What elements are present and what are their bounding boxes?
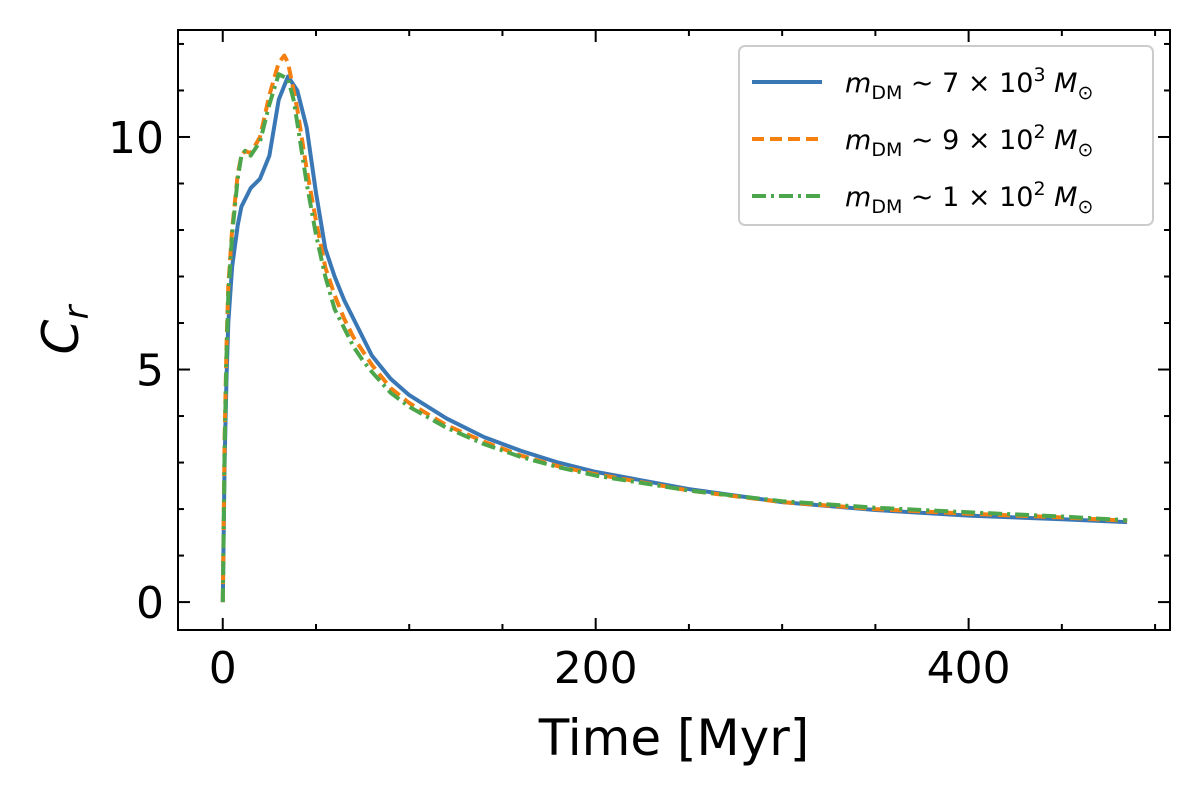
y-axis-label: Cr	[32, 304, 97, 355]
legend-label-3: mDM ~ 1 × 102 M⊙	[845, 178, 1093, 218]
series-line-3	[220, 72, 1128, 603]
x-tick-label: 0	[209, 643, 237, 694]
x-tick-label: 400	[927, 643, 1011, 694]
series-line-2	[220, 53, 1128, 603]
plot-frame	[177, 29, 1171, 631]
legend-label-2: mDM ~ 9 × 102 M⊙	[845, 121, 1093, 161]
y-tick-label: 0	[136, 578, 164, 629]
series-layer	[220, 53, 1128, 603]
y-axis-label-sub: r	[57, 304, 97, 320]
legend-label-1: mDM ~ 7 × 103 M⊙	[845, 64, 1093, 104]
y-axis-label-base: C	[32, 319, 90, 354]
y-tick-label: 5	[136, 346, 164, 397]
legend: mDM ~ 7 × 103 M⊙ mDM ~ 9 × 102 M⊙ mDM ~ 1 …	[738, 45, 1154, 226]
x-axis-label: Time [Myr]	[538, 709, 810, 767]
x-tick-label: 200	[554, 643, 638, 694]
tick-layer: 0 200 400 0 5 10	[108, 30, 1170, 694]
y-tick-label: 10	[108, 113, 164, 164]
legend-box	[738, 45, 1154, 226]
